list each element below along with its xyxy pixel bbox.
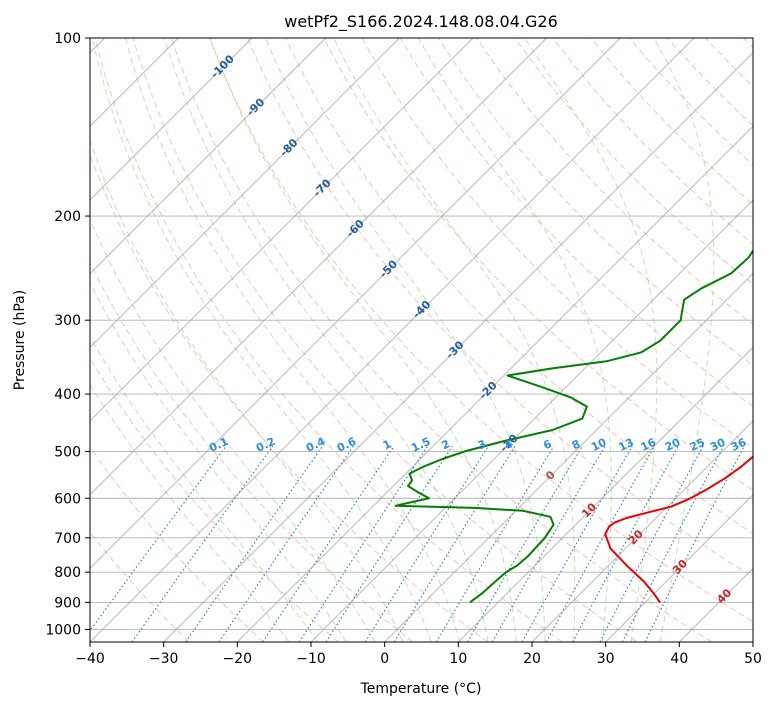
moist-adiabat-line bbox=[90, 139, 404, 642]
x-tick-label: 40 bbox=[670, 651, 688, 667]
dry-adiabat-line bbox=[132, 38, 638, 642]
dry-adiabat-line bbox=[90, 446, 264, 642]
mixing-ratio-line bbox=[545, 445, 655, 642]
dry-adiabat-line bbox=[514, 38, 753, 285]
temperature-profile-line bbox=[604, 455, 753, 603]
grid-layer bbox=[90, 38, 753, 642]
mixing-ratio-line bbox=[435, 445, 555, 642]
moist-adiabat-line bbox=[524, 38, 658, 642]
mixing-ratio-line bbox=[298, 445, 429, 642]
isotherm-gridline bbox=[90, 38, 547, 496]
dry-adiabat-line bbox=[323, 38, 753, 492]
x-tick-label: 10 bbox=[449, 651, 467, 667]
mixing-ratio-line bbox=[185, 445, 324, 642]
x-axis-title: Temperature (°C) bbox=[360, 681, 482, 697]
isotherm-gridline bbox=[163, 52, 753, 642]
x-tick-label: −10 bbox=[296, 651, 326, 667]
y-tick-label: 100 bbox=[54, 31, 81, 47]
moist-adiabat-line bbox=[209, 38, 517, 642]
series-layer bbox=[394, 248, 753, 604]
x-tick-label: −30 bbox=[149, 651, 179, 667]
dewpoint-profile-line bbox=[394, 248, 753, 604]
y-tick-label: 1000 bbox=[45, 622, 81, 638]
isotherm-gridline bbox=[90, 38, 253, 201]
axis-layer: −40 −30 −20 −10 0 10 20 30 40 50 100 200 300 400 500 60… bbox=[45, 31, 762, 667]
mixing-ratio-line bbox=[644, 445, 745, 642]
moist-adiabat-line bbox=[91, 38, 432, 642]
isotherm-gridline bbox=[384, 273, 753, 642]
mixing-ratio-line bbox=[325, 445, 453, 642]
dry-adiabat-line bbox=[247, 38, 753, 578]
y-tick-label: 200 bbox=[54, 209, 81, 225]
isotherm-gridline bbox=[531, 420, 753, 642]
mixing-ratio-line bbox=[262, 445, 395, 642]
y-tick-label: 300 bbox=[54, 313, 81, 329]
moist-adiabat-line bbox=[90, 383, 290, 642]
mixing-ratio-line bbox=[218, 445, 354, 642]
mixing-ratio-line bbox=[364, 445, 489, 642]
mixing-ratio-label: 10 bbox=[589, 436, 609, 454]
y-tick-label: 800 bbox=[54, 565, 81, 581]
x-tick-label: −40 bbox=[75, 651, 105, 667]
x-tick-label: −20 bbox=[223, 651, 253, 667]
moist-adiabat-line bbox=[125, 38, 461, 642]
chart-title: wetPf2_S166.2024.148.08.04.G26 bbox=[284, 12, 558, 32]
isotherm-gridline bbox=[605, 494, 753, 642]
y-tick-label: 900 bbox=[54, 595, 81, 611]
mixing-ratio-line bbox=[131, 445, 274, 642]
moist-adiabat-line bbox=[90, 335, 319, 642]
mixing-ratio-label: 30 bbox=[708, 436, 728, 454]
x-tick-label: 0 bbox=[380, 651, 389, 667]
moist-adiabat-line bbox=[265, 38, 546, 642]
y-tick-label: 700 bbox=[54, 531, 81, 547]
mixing-ratio-label: 20 bbox=[663, 436, 683, 454]
dry-adiabat-line bbox=[209, 38, 753, 623]
y-tick-label: 500 bbox=[54, 444, 81, 460]
y-tick-label: 400 bbox=[54, 387, 81, 403]
mixing-ratio-label: 25 bbox=[688, 436, 707, 454]
y-axis-title: Pressure (hPa) bbox=[12, 290, 28, 390]
mixing-ratio-line bbox=[621, 445, 724, 642]
dry-adiabat-line bbox=[170, 38, 712, 642]
dry-adiabat-line bbox=[399, 38, 753, 408]
moist-adiabat-line bbox=[163, 38, 489, 642]
mixing-ratio-line bbox=[521, 445, 633, 642]
mixing-ratio-label: 13 bbox=[617, 436, 636, 454]
y-tick-label: 600 bbox=[54, 491, 81, 507]
x-tick-label: 30 bbox=[597, 651, 615, 667]
isotherm-gridline bbox=[310, 199, 753, 642]
moist-adiabat-line bbox=[90, 281, 347, 642]
dry-adiabat-line bbox=[628, 38, 753, 166]
mixing-ratio-line bbox=[393, 445, 516, 642]
dry-adiabat-line bbox=[94, 38, 563, 642]
dry-adiabat-line bbox=[590, 38, 753, 206]
isotherm-gridline bbox=[90, 38, 695, 642]
isotherm-gridline bbox=[90, 38, 326, 275]
moist-adiabat-line bbox=[333, 38, 576, 642]
x-tick-label: 50 bbox=[744, 651, 762, 667]
dry-adiabat-line bbox=[90, 261, 414, 642]
mixing-ratio-label: 16 bbox=[639, 436, 659, 454]
plot-frame bbox=[89, 37, 754, 643]
isotherm-gridline bbox=[458, 346, 753, 642]
isotherm-gridline bbox=[237, 125, 753, 642]
moist-adiabat-line bbox=[90, 218, 376, 642]
isotherm-gridline bbox=[90, 38, 621, 569]
isotherm-gridline bbox=[90, 38, 474, 422]
isotherm-gridline bbox=[90, 38, 400, 348]
moist-adiabat-line bbox=[417, 38, 612, 642]
mixing-ratio-label: 36 bbox=[729, 436, 749, 454]
x-tick-label: 20 bbox=[523, 651, 541, 667]
dry-adiabat-line bbox=[476, 38, 753, 326]
